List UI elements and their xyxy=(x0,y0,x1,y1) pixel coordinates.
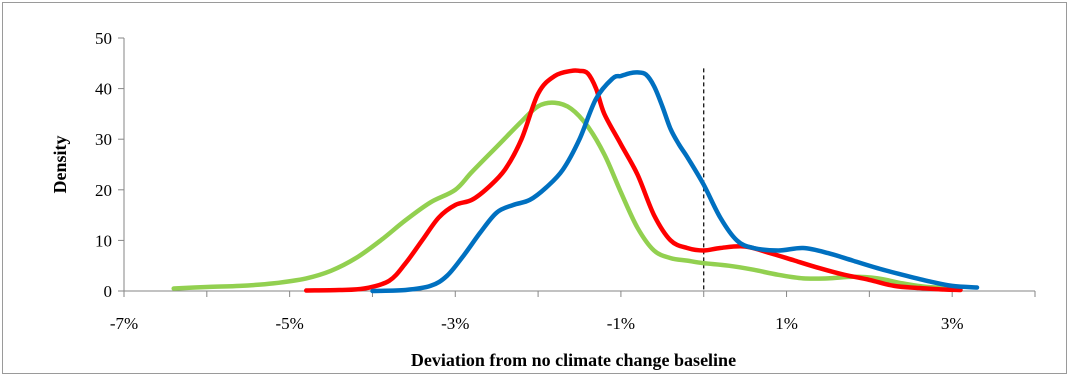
x-tick-label: 3% xyxy=(941,314,964,333)
x-tick-label: -7% xyxy=(110,314,138,333)
series-lines xyxy=(171,68,980,294)
series-line-2 xyxy=(303,68,963,293)
y-tick-label: 20 xyxy=(95,181,112,200)
x-axis: -7% -5% -3% -1% 1% 3% xyxy=(110,290,1036,333)
x-tick-label: -5% xyxy=(275,314,303,333)
y-tick-label: 0 xyxy=(104,282,113,301)
series-line-1 xyxy=(171,100,963,291)
y-tick-label: 30 xyxy=(95,130,112,149)
y-tick-label: 10 xyxy=(95,231,112,250)
x-tick-label: -1% xyxy=(607,314,635,333)
x-tick-label: 1% xyxy=(775,314,798,333)
y-axis-title: Density xyxy=(50,136,70,194)
series-line-3 xyxy=(370,70,980,294)
y-tick-label: 50 xyxy=(95,29,112,48)
y-axis: 0 10 20 30 40 50 xyxy=(95,29,125,301)
x-axis-title: Deviation from no climate change baselin… xyxy=(411,350,736,370)
y-tick-label: 40 xyxy=(95,80,112,99)
x-tick-label: -3% xyxy=(441,314,469,333)
